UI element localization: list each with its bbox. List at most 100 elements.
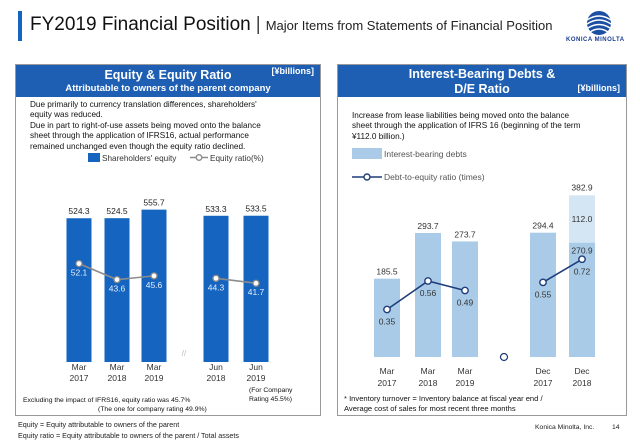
company-logo-icon [586, 11, 612, 35]
equity-x-tick-label: 2017 [70, 373, 89, 383]
equity-ratio-label: 43.6 [109, 284, 126, 294]
equity-panel [15, 64, 321, 416]
debt-bar-label: 185.5 [376, 267, 398, 277]
debt-footnote-2: Average cost of sales for most recent th… [344, 404, 516, 413]
de-ratio-marker [383, 305, 391, 314]
legend-label-equity: Shareholders' equity [102, 154, 177, 163]
equity-bar-label: 524.5 [106, 206, 128, 216]
debt-note-line: Increase from lease liabilities being mo… [352, 111, 570, 120]
axis-break-marker [499, 352, 509, 362]
legend-label-ratio: Equity ratio(%) [210, 154, 264, 163]
legend-marker-ratio [195, 154, 203, 161]
equity-ratio-label: 45.6 [146, 280, 163, 290]
footer-company: Konica Minolta, Inc. [535, 424, 595, 431]
company-rating-2: Rating 45.5%) [249, 396, 292, 403]
equity-ratio-marker [212, 274, 220, 282]
page-title-main: FY2019 Financial Position [30, 14, 251, 35]
footer-definition-equity: Equity = Equity attributable to owners o… [18, 420, 180, 429]
equity-bar-label: 555.7 [143, 198, 165, 208]
equity-legend: Shareholders' equity Equity ratio(%) [88, 153, 264, 163]
company-logo-text: KONICA MINOLTA [566, 37, 625, 43]
equity-note-line: Due in part to right-of-use assets being… [30, 120, 261, 130]
equity-bar [203, 215, 229, 362]
debt-footnote-1: * Inventory turnover = Inventory balance… [344, 394, 543, 403]
equity-x-tick-label: 2018 [207, 373, 226, 383]
footer-definition-ratio: Equity ratio = Equity attributable to ow… [18, 431, 240, 440]
lease-liabilities-label: 112.0 [572, 214, 593, 224]
page-subtitle: Major Items from Statements of Financial… [265, 18, 553, 33]
debt-x-tick-label: Mar [380, 366, 395, 376]
debt-unit-label: [¥billions] [577, 83, 621, 93]
de-ratio-marker [424, 277, 432, 285]
de-ratio-label: 0.56 [420, 288, 437, 298]
equity-x-tick-label: Mar [147, 362, 162, 372]
equity-ratio-label: 44.3 [208, 282, 225, 292]
legend-swatch-debt [352, 148, 382, 159]
ifrs-note-1: Excluding the impact of IFRS16, equity r… [23, 397, 190, 404]
debt-bar-label: 270.9 [571, 246, 593, 256]
equity-bar-label: 524.3 [68, 206, 90, 216]
equity-x-tick-label: 2018 [108, 373, 127, 383]
debt-x-tick-label: 2018 [419, 378, 438, 388]
equity-unit-label: [¥billions] [271, 66, 315, 76]
debt-bar [530, 232, 556, 357]
debt-bar-label: 273.7 [454, 229, 476, 239]
debt-x-tick-label: 2018 [573, 378, 592, 388]
equity-note: Due primarily to currency translation di… [30, 100, 318, 152]
equity-ratio-label: 52.1 [71, 268, 88, 278]
de-ratio-marker [539, 278, 547, 287]
debt-bar [415, 232, 441, 357]
debt-panel-header: Interest-Bearing Debts & D/E Ratio [¥bil… [338, 65, 626, 97]
equity-x-tick-label: Mar [110, 362, 125, 372]
page-title: FY2019 Financial Position | Major Items fr… [30, 14, 553, 36]
equity-panel-subtitle: Attributable to owners of the parent com… [65, 83, 271, 94]
title-separator: | [255, 14, 261, 35]
de-ratio-label: 0.35 [379, 317, 396, 327]
axis-break-mark: // [182, 349, 187, 358]
equity-bar-label: 533.3 [205, 204, 227, 214]
equity-x-tick-label: 2019 [145, 373, 164, 383]
debt-panel-title-1: Interest-Bearing Debts & [408, 67, 556, 81]
debt-x-tick-label: Mar [458, 366, 473, 376]
debt-bar [452, 241, 478, 357]
debt-bar-label: 294.4 [532, 221, 554, 231]
de-ratio-marker [578, 255, 586, 264]
debt-x-tick-label: 2019 [456, 378, 475, 388]
footer-page-number: 14 [612, 424, 620, 431]
equity-chart: Shareholders' equity Equity ratio(%) 524… [23, 153, 293, 413]
equity-x-tick-label: Jun [249, 362, 263, 372]
de-ratio-label: 0.49 [457, 298, 474, 308]
legend-label-debt: Interest-bearing debts [384, 149, 467, 159]
equity-bar [104, 218, 130, 362]
equity-ratio-marker [252, 279, 260, 287]
equity-x-tick-label: 2019 [247, 373, 266, 383]
equity-note-line: Due primarily to currency translation di… [30, 100, 257, 109]
equity-ratio-label: 41.7 [248, 287, 265, 297]
equity-panel-header: Equity & Equity Ratio Attributable to ow… [16, 65, 320, 97]
ifrs-note-2: (The one for company rating 49.9%) [98, 406, 207, 413]
equity-panel-title: Equity & Equity Ratio [104, 68, 232, 82]
debt-x-tick-label: 2017 [534, 378, 553, 388]
lease-liabilities-bar [569, 195, 595, 243]
equity-bar [66, 218, 92, 362]
de-ratio-label: 0.55 [535, 289, 552, 299]
equity-bar [141, 209, 167, 362]
debt-legend: Interest-bearing debts Debt-to-equity ra… [352, 148, 485, 182]
equity-bar-label: 533.5 [245, 204, 267, 214]
equity-note-line: equity was reduced. [30, 110, 103, 120]
legend-swatch-equity [88, 153, 100, 162]
de-ratio-marker [461, 286, 469, 295]
debt-note-line: sheet through the application of IFRS 16… [352, 121, 581, 131]
equity-bar [243, 215, 269, 362]
debt-total-label: 382.9 [571, 182, 593, 192]
debt-x-tick-label: 2017 [378, 378, 397, 388]
equity-ratio-marker [75, 259, 83, 268]
title-accent-bar [18, 11, 22, 41]
debt-bar [374, 278, 400, 357]
debt-bar-label: 293.7 [417, 221, 439, 231]
legend-marker-de [363, 173, 371, 181]
debt-x-tick-label: Dec [574, 366, 590, 376]
debt-note-line: ¥112.0 billion.) [352, 131, 405, 141]
company-rating-1: (For Company [249, 387, 293, 394]
legend-label-de: Debt-to-equity ratio (times) [384, 172, 485, 182]
